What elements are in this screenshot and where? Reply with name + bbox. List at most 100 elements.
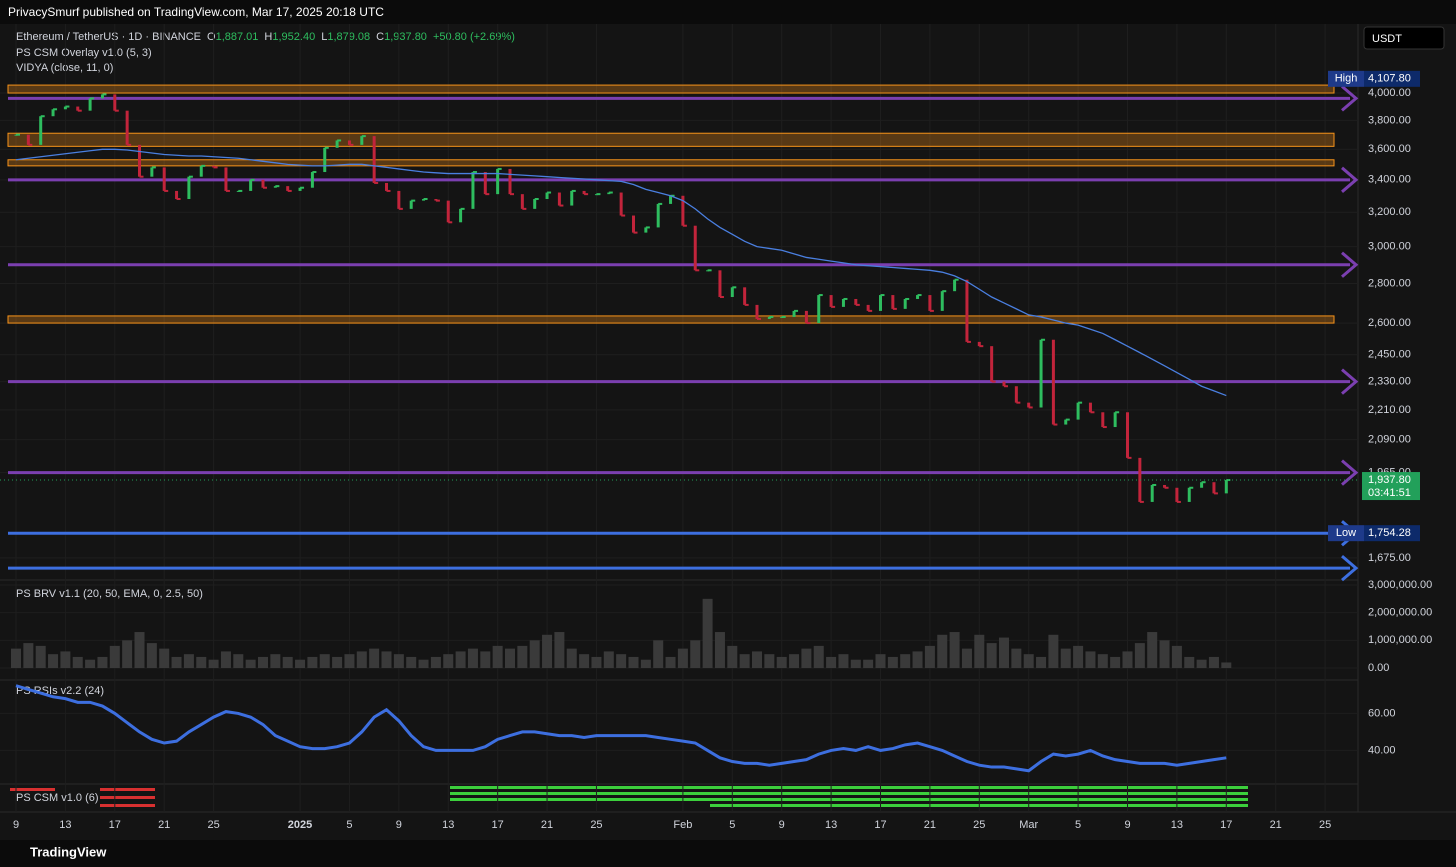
volume-bar bbox=[443, 654, 454, 668]
volume-bar bbox=[208, 659, 219, 668]
volume-bar bbox=[616, 654, 627, 668]
level-arrow bbox=[1341, 368, 1359, 395]
volume-bar bbox=[677, 648, 688, 668]
y-tick-label: 3,600.00 bbox=[1368, 143, 1411, 155]
zone bbox=[7, 132, 1335, 147]
candle bbox=[891, 295, 897, 310]
y-tick-label: 2,600.00 bbox=[1368, 317, 1411, 329]
volume-bar bbox=[789, 654, 800, 668]
candle bbox=[483, 172, 490, 196]
volume-bar bbox=[134, 632, 145, 668]
line bbox=[15, 684, 1227, 773]
candle bbox=[570, 189, 576, 206]
candle bbox=[829, 295, 836, 308]
candle bbox=[1126, 412, 1132, 459]
volume-bar bbox=[542, 634, 553, 668]
zone bbox=[7, 315, 1335, 324]
volume-bar bbox=[48, 654, 59, 668]
candle bbox=[866, 304, 873, 312]
volume-bar bbox=[1073, 645, 1084, 668]
currency-box[interactable] bbox=[1363, 26, 1445, 50]
x-tick-label: 9 bbox=[779, 819, 785, 831]
publisher: PrivacySmurf published on TradingView.co… bbox=[8, 5, 384, 19]
level-arrow bbox=[1341, 251, 1359, 278]
symbol: Ethereum / TetherUS · 1D · BINANCE bbox=[16, 31, 201, 43]
volume-bar bbox=[146, 643, 157, 668]
volume-bar bbox=[418, 659, 429, 668]
candle bbox=[607, 191, 613, 195]
volume-bar bbox=[1085, 651, 1096, 668]
volume-bar bbox=[122, 640, 133, 668]
candle bbox=[323, 146, 329, 173]
volume-bar bbox=[961, 648, 972, 668]
candle bbox=[508, 168, 514, 196]
level-arrow bbox=[1341, 459, 1359, 486]
candle bbox=[545, 191, 552, 200]
volume-bar bbox=[1023, 654, 1034, 668]
pane-title: PS CSM v1.0 (6) bbox=[16, 792, 99, 804]
volume-bar bbox=[1208, 656, 1219, 668]
candle bbox=[1051, 339, 1058, 426]
y-tick-label: 2,210.00 bbox=[1368, 404, 1411, 416]
candle bbox=[767, 315, 774, 319]
ohlc-value: 1,937.80 bbox=[384, 31, 427, 43]
candle bbox=[656, 202, 663, 228]
last-price-box bbox=[1362, 472, 1420, 501]
candle bbox=[619, 192, 626, 217]
price-tag-box bbox=[1364, 525, 1420, 542]
x-tick-label: 9 bbox=[396, 819, 402, 831]
volume-bar bbox=[603, 651, 614, 668]
volume-bar bbox=[1171, 645, 1182, 668]
candle bbox=[150, 166, 156, 177]
candle bbox=[1014, 386, 1021, 404]
last-price: 1,937.80 bbox=[1368, 474, 1411, 486]
volume-bar bbox=[505, 648, 515, 668]
volume-bar bbox=[72, 656, 83, 668]
candle bbox=[965, 279, 971, 343]
candle bbox=[39, 115, 45, 145]
candle bbox=[916, 294, 922, 299]
ohlc-key: H bbox=[264, 31, 272, 43]
y-tick-label: 0.00 bbox=[1368, 662, 1389, 674]
candle bbox=[693, 225, 700, 272]
volume-bar bbox=[85, 659, 96, 668]
volume-bar bbox=[838, 654, 849, 668]
volume-bar bbox=[813, 645, 824, 668]
candle bbox=[557, 192, 564, 207]
volume-bar bbox=[332, 656, 343, 668]
volume-bar bbox=[1036, 656, 1047, 668]
volume-bar bbox=[109, 645, 120, 668]
y-tick-label: 3,000,000.00 bbox=[1368, 579, 1432, 591]
volume-bar bbox=[690, 640, 701, 668]
candle bbox=[335, 139, 342, 148]
candle bbox=[236, 189, 243, 192]
volume-bar bbox=[566, 648, 577, 668]
x-tick-label: Mar bbox=[1019, 819, 1038, 831]
volume-bar bbox=[430, 656, 441, 668]
change: +50.80 (+2.69%) bbox=[433, 31, 515, 43]
y-tick-label: 1,000,000.00 bbox=[1368, 634, 1432, 646]
candle bbox=[792, 309, 799, 317]
candle bbox=[347, 140, 354, 146]
candle bbox=[471, 171, 477, 209]
candle bbox=[26, 134, 33, 146]
volume-bar bbox=[455, 651, 466, 668]
volume-bar bbox=[270, 654, 281, 668]
candle bbox=[434, 199, 440, 202]
candle bbox=[1113, 411, 1120, 428]
candle bbox=[422, 198, 428, 201]
footer-bar bbox=[0, 840, 1456, 867]
candle bbox=[644, 226, 650, 233]
candle bbox=[520, 194, 527, 210]
volume-bar bbox=[23, 643, 34, 668]
indicator-label: PS CSM Overlay v1.0 (5, 3) bbox=[16, 47, 152, 59]
ohlc-key: C bbox=[376, 31, 384, 43]
candle bbox=[718, 270, 724, 299]
level-arrow bbox=[1341, 166, 1359, 193]
volume-bar bbox=[307, 656, 318, 668]
candle bbox=[1039, 338, 1046, 408]
y-tick-label: 3,400.00 bbox=[1368, 174, 1411, 186]
zone bbox=[7, 84, 1335, 94]
volume-bar bbox=[171, 656, 182, 668]
